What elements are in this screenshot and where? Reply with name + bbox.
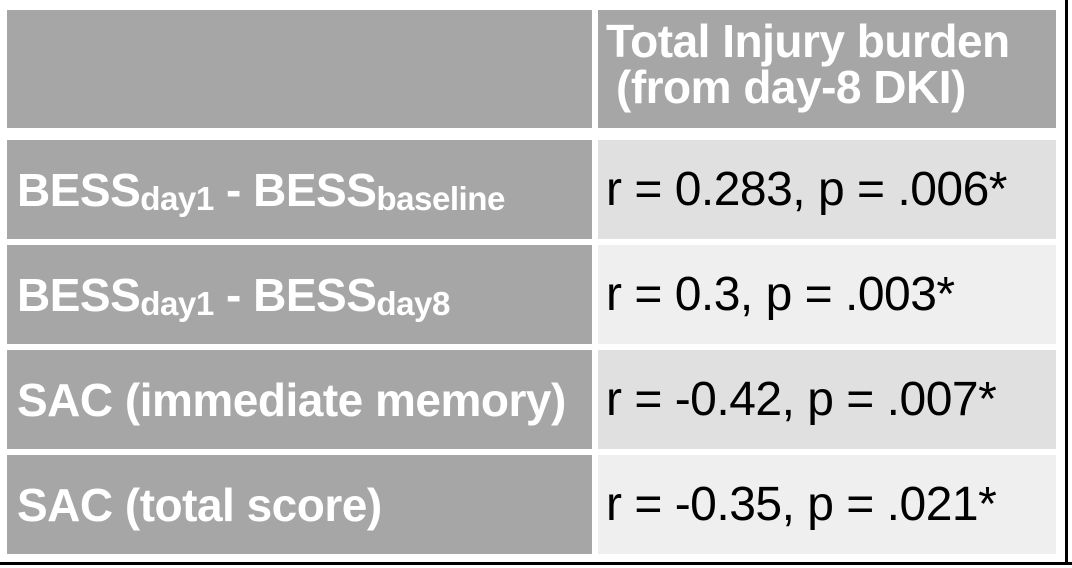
header-value-cell: Total Injury burden (from day-8 DKI): [598, 10, 1056, 128]
table-row: BESSday1 - BESSbaseline r = 0.283, p = .…: [7, 140, 1056, 239]
table-row: BESSday1 - BESSday8 r = 0.3, p = .003*: [7, 245, 1056, 344]
table-header-row: Total Injury burden (from day-8 DKI): [7, 10, 1056, 128]
row-label-cell: BESSday1 - BESSbaseline: [7, 140, 592, 239]
row-label: SAC (immediate memory): [17, 373, 566, 426]
table-row: SAC (immediate memory) r = -0.42, p = .0…: [7, 350, 1056, 449]
table-row: SAC (total score) r = -0.35, p = .021*: [7, 455, 1056, 554]
row-value: r = 0.283, p = .006*: [606, 163, 1007, 216]
figure-frame-bottom-border: [0, 562, 1072, 565]
row-value: r = 0.3, p = .003*: [606, 268, 955, 321]
header-title-line2: (from day-8 DKI): [616, 61, 966, 113]
row-label: BESSday1 - BESSbaseline: [17, 163, 505, 218]
row-label-cell: SAC (immediate memory): [7, 350, 592, 449]
row-label: SAC (total score): [17, 478, 382, 531]
row-value: r = -0.42, p = .007*: [606, 373, 997, 426]
figure-frame-right-border: [1065, 0, 1068, 565]
row-value: r = -0.35, p = .021*: [606, 478, 997, 531]
row-label-cell: BESSday1 - BESSday8: [7, 245, 592, 344]
row-value-cell: r = -0.42, p = .007*: [598, 350, 1056, 449]
row-label: BESSday1 - BESSday8: [17, 268, 450, 323]
correlation-table: Total Injury burden (from day-8 DKI) BES…: [7, 10, 1056, 560]
row-value-cell: r = -0.35, p = .021*: [598, 455, 1056, 554]
row-value-cell: r = 0.3, p = .003*: [598, 245, 1056, 344]
row-value-cell: r = 0.283, p = .006*: [598, 140, 1056, 239]
header-title-line1: Total Injury burden: [606, 15, 1010, 67]
row-label-cell: SAC (total score): [7, 455, 592, 554]
header-empty-cell: [7, 10, 592, 128]
